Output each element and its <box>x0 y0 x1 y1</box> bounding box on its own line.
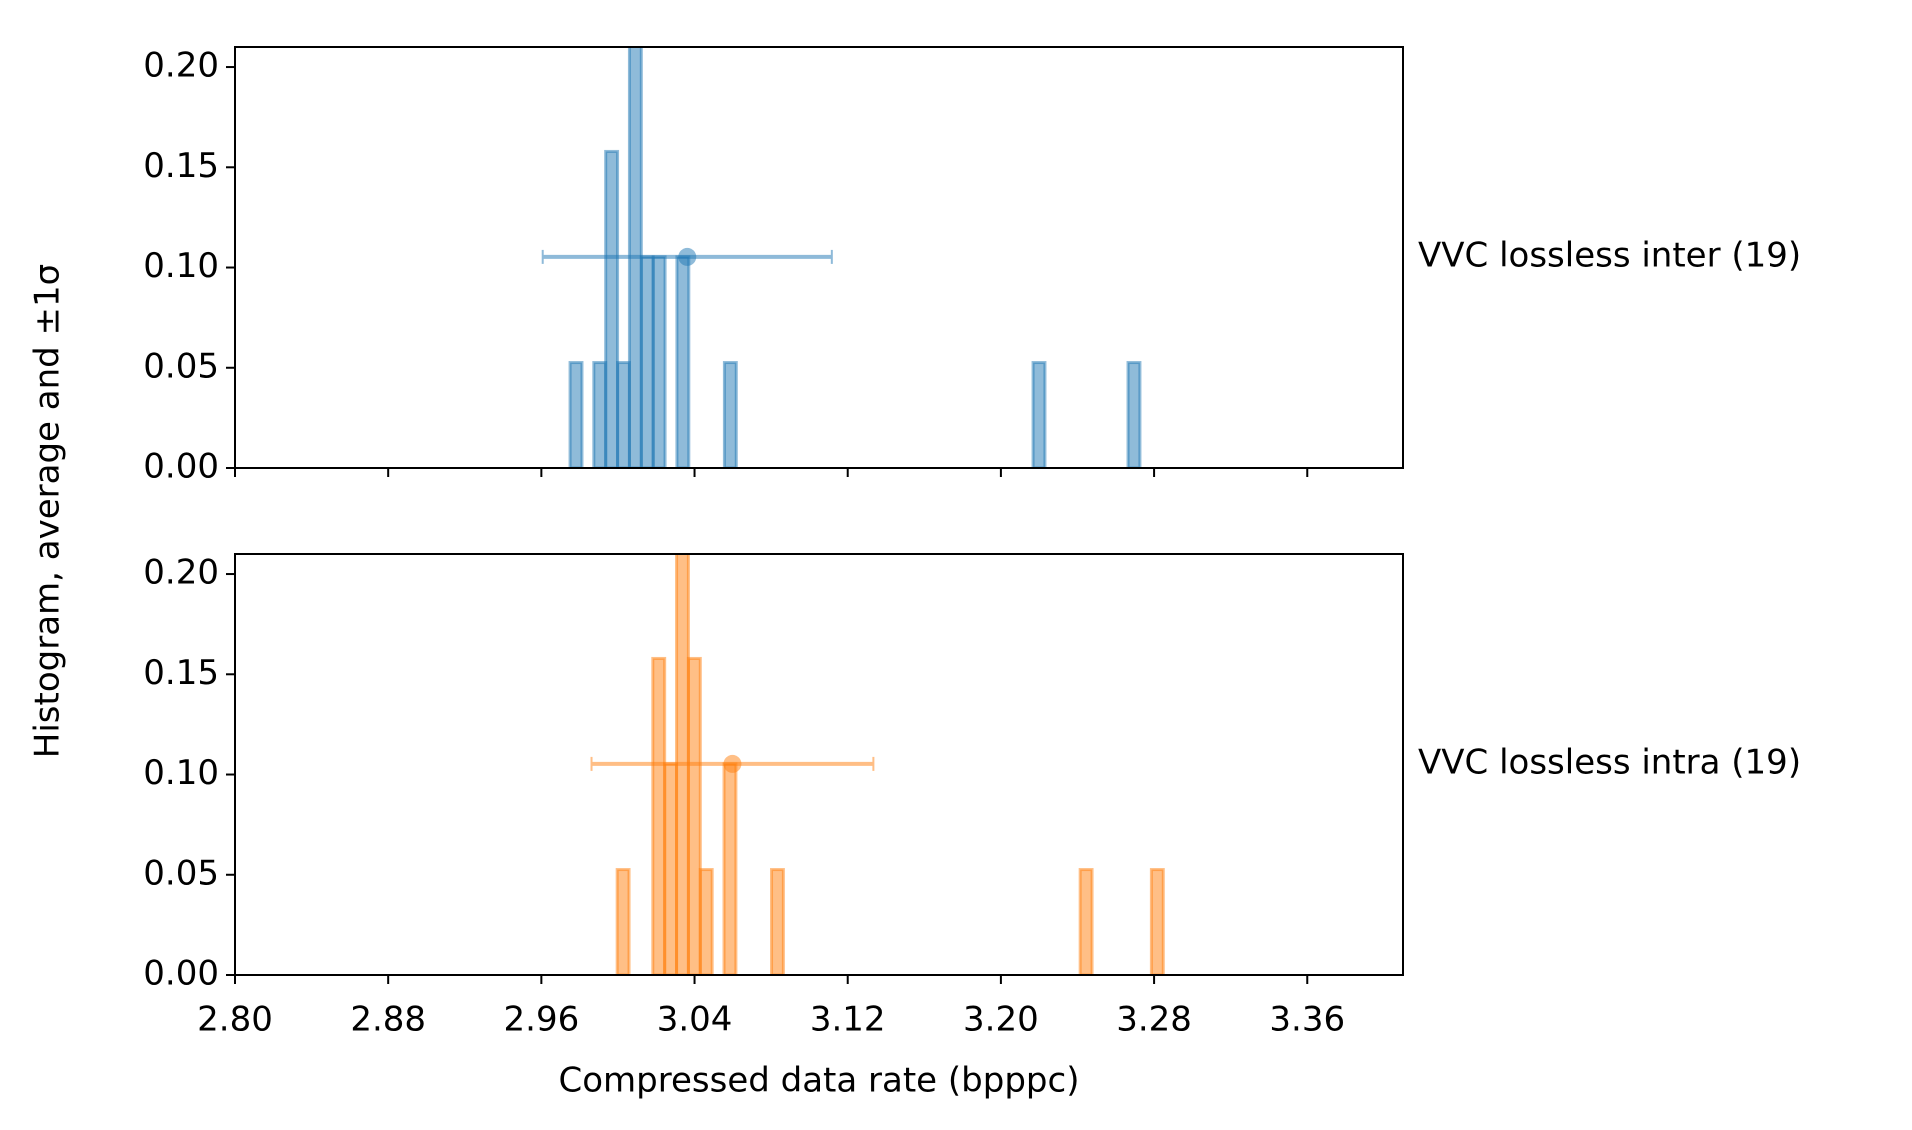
x-tick-label: 3.20 <box>963 1000 1039 1040</box>
panel-label: VVC lossless intra (19) <box>1418 742 1801 782</box>
y-tick-label: 0.05 <box>143 853 219 893</box>
y-tick-label: 0.20 <box>143 46 219 86</box>
plot-area <box>541 47 1142 468</box>
histogram-bar <box>1126 361 1142 468</box>
histogram-bar <box>615 868 631 975</box>
histogram-bar <box>568 361 584 468</box>
histogram-bar <box>1031 361 1047 468</box>
panel-label: VVC lossless inter (19) <box>1418 235 1801 275</box>
axes-frame <box>234 46 1404 469</box>
histogram-bar <box>770 868 785 975</box>
mean-point <box>723 754 742 773</box>
histogram-bar <box>722 361 738 468</box>
histogram-bar <box>616 361 631 468</box>
y-tick-label: 0.15 <box>143 146 219 186</box>
mean-point <box>678 247 697 266</box>
y-tick-label: 0.00 <box>143 954 219 994</box>
histogram-bar <box>722 762 738 975</box>
histogram-bar <box>663 762 679 975</box>
histogram-bar <box>651 656 667 975</box>
x-tick-label: 3.04 <box>657 1000 733 1040</box>
histogram-bar <box>698 868 714 975</box>
histogram-bar <box>651 255 667 468</box>
y-tick-label: 0.10 <box>143 753 219 793</box>
y-tick-label: 0.20 <box>143 553 219 593</box>
histogram-bar <box>592 361 608 468</box>
y-tick-label: 0.10 <box>143 246 219 286</box>
y-tick-label: 0.05 <box>143 346 219 386</box>
x-tick-label: 2.88 <box>350 1000 426 1040</box>
x-tick-label: 3.36 <box>1269 1000 1345 1040</box>
x-tick-label: 3.12 <box>810 1000 886 1040</box>
histogram-bar <box>1149 868 1165 975</box>
x-tick-label: 2.96 <box>504 1000 580 1040</box>
histogram-bar <box>1078 868 1094 975</box>
x-tick-label: 3.28 <box>1116 1000 1192 1040</box>
y-axis-label: Histogram, average and ±1σ <box>28 264 68 758</box>
x-axis-label: Compressed data rate (bpppc) <box>559 1061 1080 1101</box>
histogram-bar <box>604 149 620 468</box>
histogram-bar <box>686 656 702 975</box>
y-tick-label: 0.15 <box>143 653 219 693</box>
histogram-bar <box>675 255 691 468</box>
x-tick-label: 2.80 <box>197 1000 273 1040</box>
axes-frame <box>234 553 1404 976</box>
plot-area <box>590 554 1165 975</box>
y-tick-label: 0.00 <box>143 447 219 487</box>
histogram-bar <box>639 255 655 468</box>
